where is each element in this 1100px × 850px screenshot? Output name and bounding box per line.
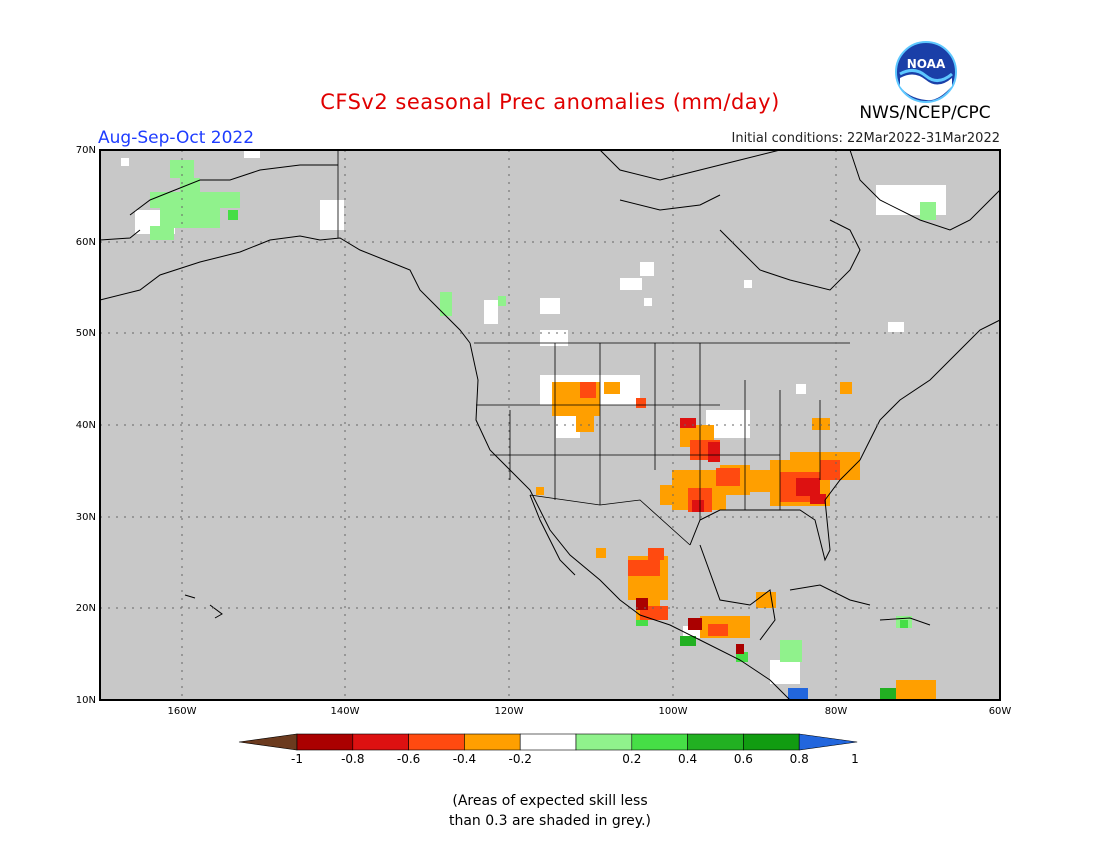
x-tick-label: 140W: [331, 706, 360, 717]
legend-label: 0.8: [790, 752, 809, 766]
y-tick-label: 10N: [76, 695, 96, 706]
legend-swatch: [296, 733, 354, 751]
legend-label: 0.4: [678, 752, 697, 766]
legend-swatch: [352, 733, 409, 751]
map-frame: [99, 149, 1001, 701]
strong-wet-region: [788, 688, 808, 700]
x-tick-label: 80W: [825, 706, 848, 717]
legend-swatch: [743, 733, 800, 751]
legend-label: -0.8: [341, 752, 364, 766]
legend-arrow-high: [798, 733, 858, 751]
map-title: CFSv2 seasonal Prec anomalies (mm/day): [320, 90, 780, 114]
y-tick-label: 40N: [76, 420, 96, 431]
y-tick-label: 50N: [76, 328, 96, 339]
footnote-line-2: than 0.3 are shaded in grey.): [448, 813, 651, 829]
y-tick-label: 70N: [76, 145, 96, 156]
legend-label: 0.2: [622, 752, 641, 766]
legend-arrow-low: [238, 733, 298, 751]
legend-swatch: [408, 733, 465, 751]
y-tick-label: 20N: [76, 603, 96, 614]
legend-swatch: [464, 733, 521, 751]
legend-label: -0.2: [508, 752, 531, 766]
wet-anomaly-regions: [150, 160, 936, 662]
political-borders: [337, 150, 850, 546]
graticule: [100, 150, 1000, 700]
y-tick-label: 30N: [76, 512, 96, 523]
x-tick-label: 60W: [989, 706, 1012, 717]
noaa-logo: NOAA: [895, 41, 957, 103]
forecast-period: Aug-Sep-Oct 2022: [98, 128, 255, 148]
logo-text: NOAA: [907, 57, 946, 71]
legend-swatch: [687, 733, 744, 751]
legend-swatch: [519, 733, 577, 751]
x-tick-label: 100W: [659, 706, 688, 717]
y-tick-label: 60N: [76, 237, 96, 248]
organization-label: NWS/NCEP/CPC: [859, 103, 991, 123]
legend-label: -1: [291, 752, 303, 766]
skill-footnote: (Areas of expected skill less than 0.3 a…: [0, 791, 1100, 831]
legend-swatch: [631, 733, 688, 751]
x-tick-label: 160W: [168, 706, 197, 717]
coastlines: [99, 149, 1001, 701]
legend-label: -0.4: [453, 752, 476, 766]
legend-label: -0.6: [397, 752, 420, 766]
legend-label: 0.6: [734, 752, 753, 766]
footnote-line-1: (Areas of expected skill less: [452, 793, 648, 809]
x-tick-label: 120W: [495, 706, 524, 717]
initial-conditions: Initial conditions: 22Mar2022-31Mar2022: [731, 131, 1001, 146]
legend-swatch: [575, 733, 633, 751]
legend-label: 1: [851, 752, 859, 766]
